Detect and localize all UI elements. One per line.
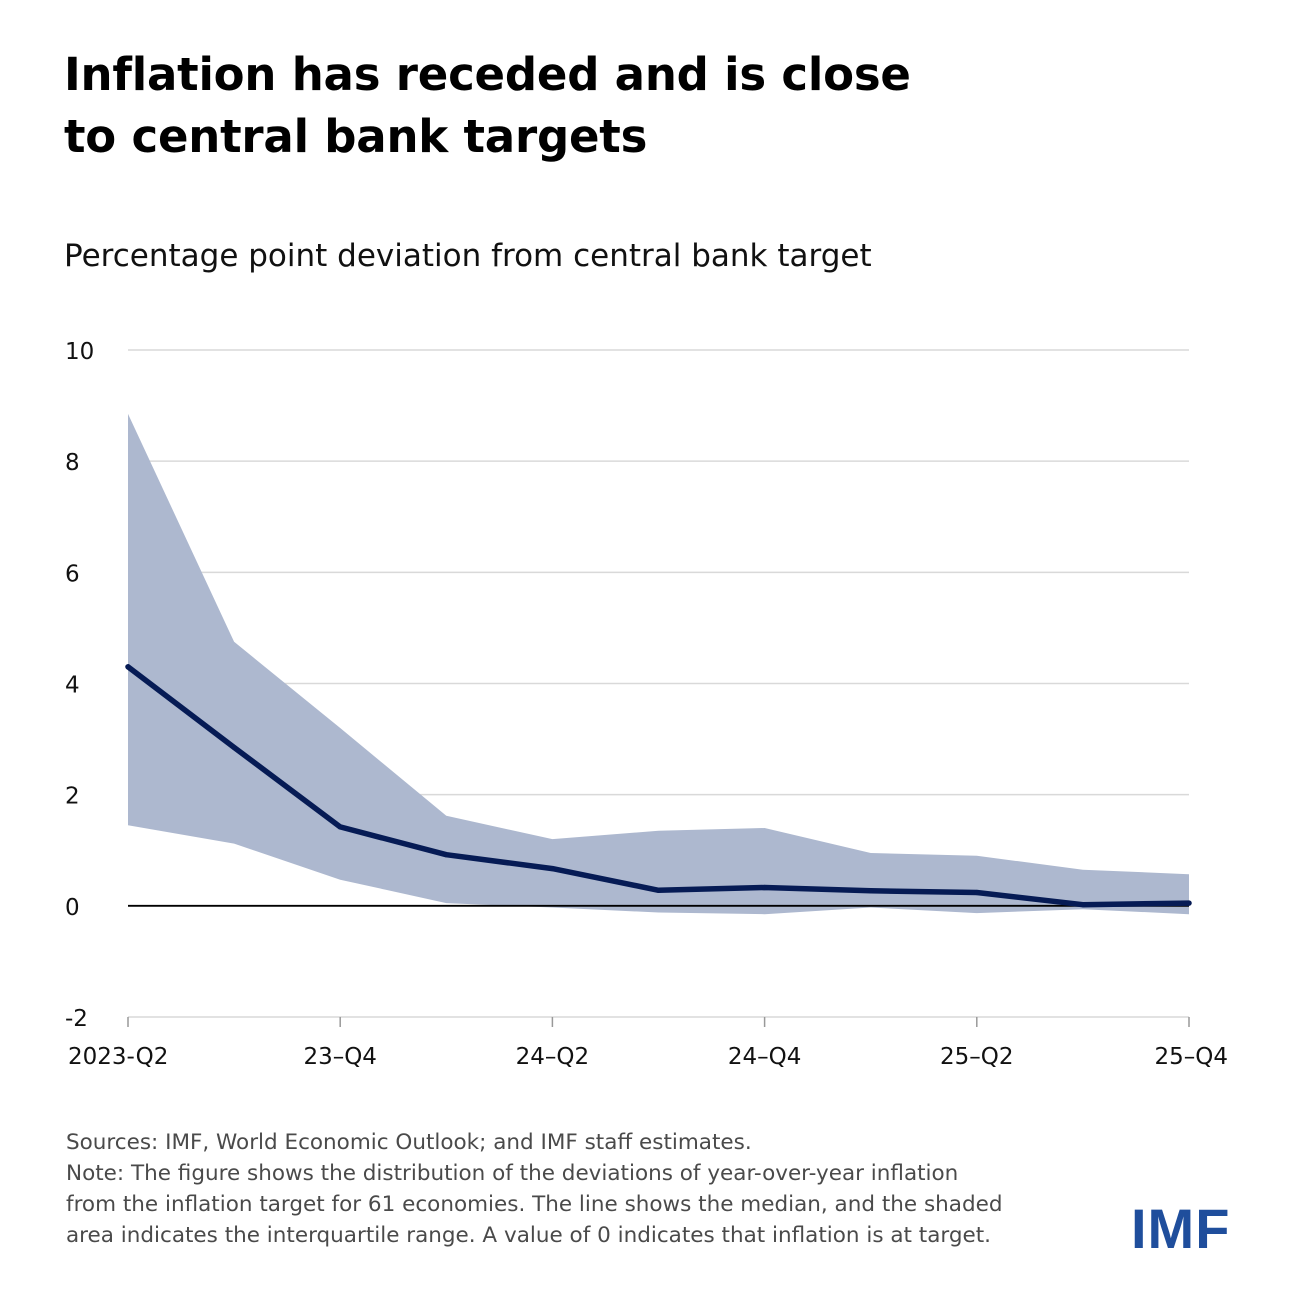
chart-title-line-2: to central bank targets	[64, 110, 648, 163]
note-line-2: from the inflation target for 61 economi…	[66, 1192, 1003, 1217]
x-tick-label: 24–Q4	[728, 1044, 802, 1070]
x-tick-label: 24–Q2	[516, 1044, 590, 1070]
note-line-3: area indicates the interquartile range. …	[66, 1223, 992, 1248]
interquartile-range-band	[128, 413, 1189, 915]
chart-title: Inflation has receded and is close to ce…	[64, 44, 1064, 168]
median-point	[443, 852, 449, 858]
chart-title-line-1: Inflation has receded and is close	[64, 48, 911, 101]
median-point	[655, 887, 662, 893]
x-tick-label: 2023-Q2	[68, 1044, 168, 1070]
median-point	[231, 744, 237, 751]
x-tick-label: 25–Q4	[1154, 1044, 1228, 1070]
imf-logo: IMF	[1131, 1197, 1231, 1260]
note-line-1: Note: The figure shows the distribution …	[66, 1161, 959, 1186]
median-point	[549, 865, 556, 872]
sources-note: Sources: IMF, World Economic Outlook; an…	[66, 1130, 752, 1155]
median-point	[762, 884, 768, 891]
median-point	[337, 824, 343, 830]
x-tick-label: 23–Q4	[303, 1044, 377, 1070]
chart-notes: Sources: IMF, World Economic Outlook; an…	[66, 1127, 1106, 1251]
median-point	[1186, 900, 1192, 906]
y-tick-label: -2	[65, 1006, 88, 1032]
chart-subtitle: Percentage point deviation from central …	[64, 238, 872, 274]
y-tick-label: 0	[65, 895, 80, 921]
y-tick-label: 8	[65, 450, 80, 476]
x-tick-label: 25–Q2	[940, 1044, 1014, 1070]
y-tick-label: 6	[65, 561, 80, 587]
y-tick-label: 10	[65, 339, 94, 365]
median-point	[868, 888, 874, 894]
median-point	[1080, 902, 1086, 908]
y-tick-label: 2	[65, 784, 80, 810]
median-point	[125, 664, 131, 670]
y-tick-label: 4	[65, 673, 80, 699]
median-point	[974, 889, 980, 896]
